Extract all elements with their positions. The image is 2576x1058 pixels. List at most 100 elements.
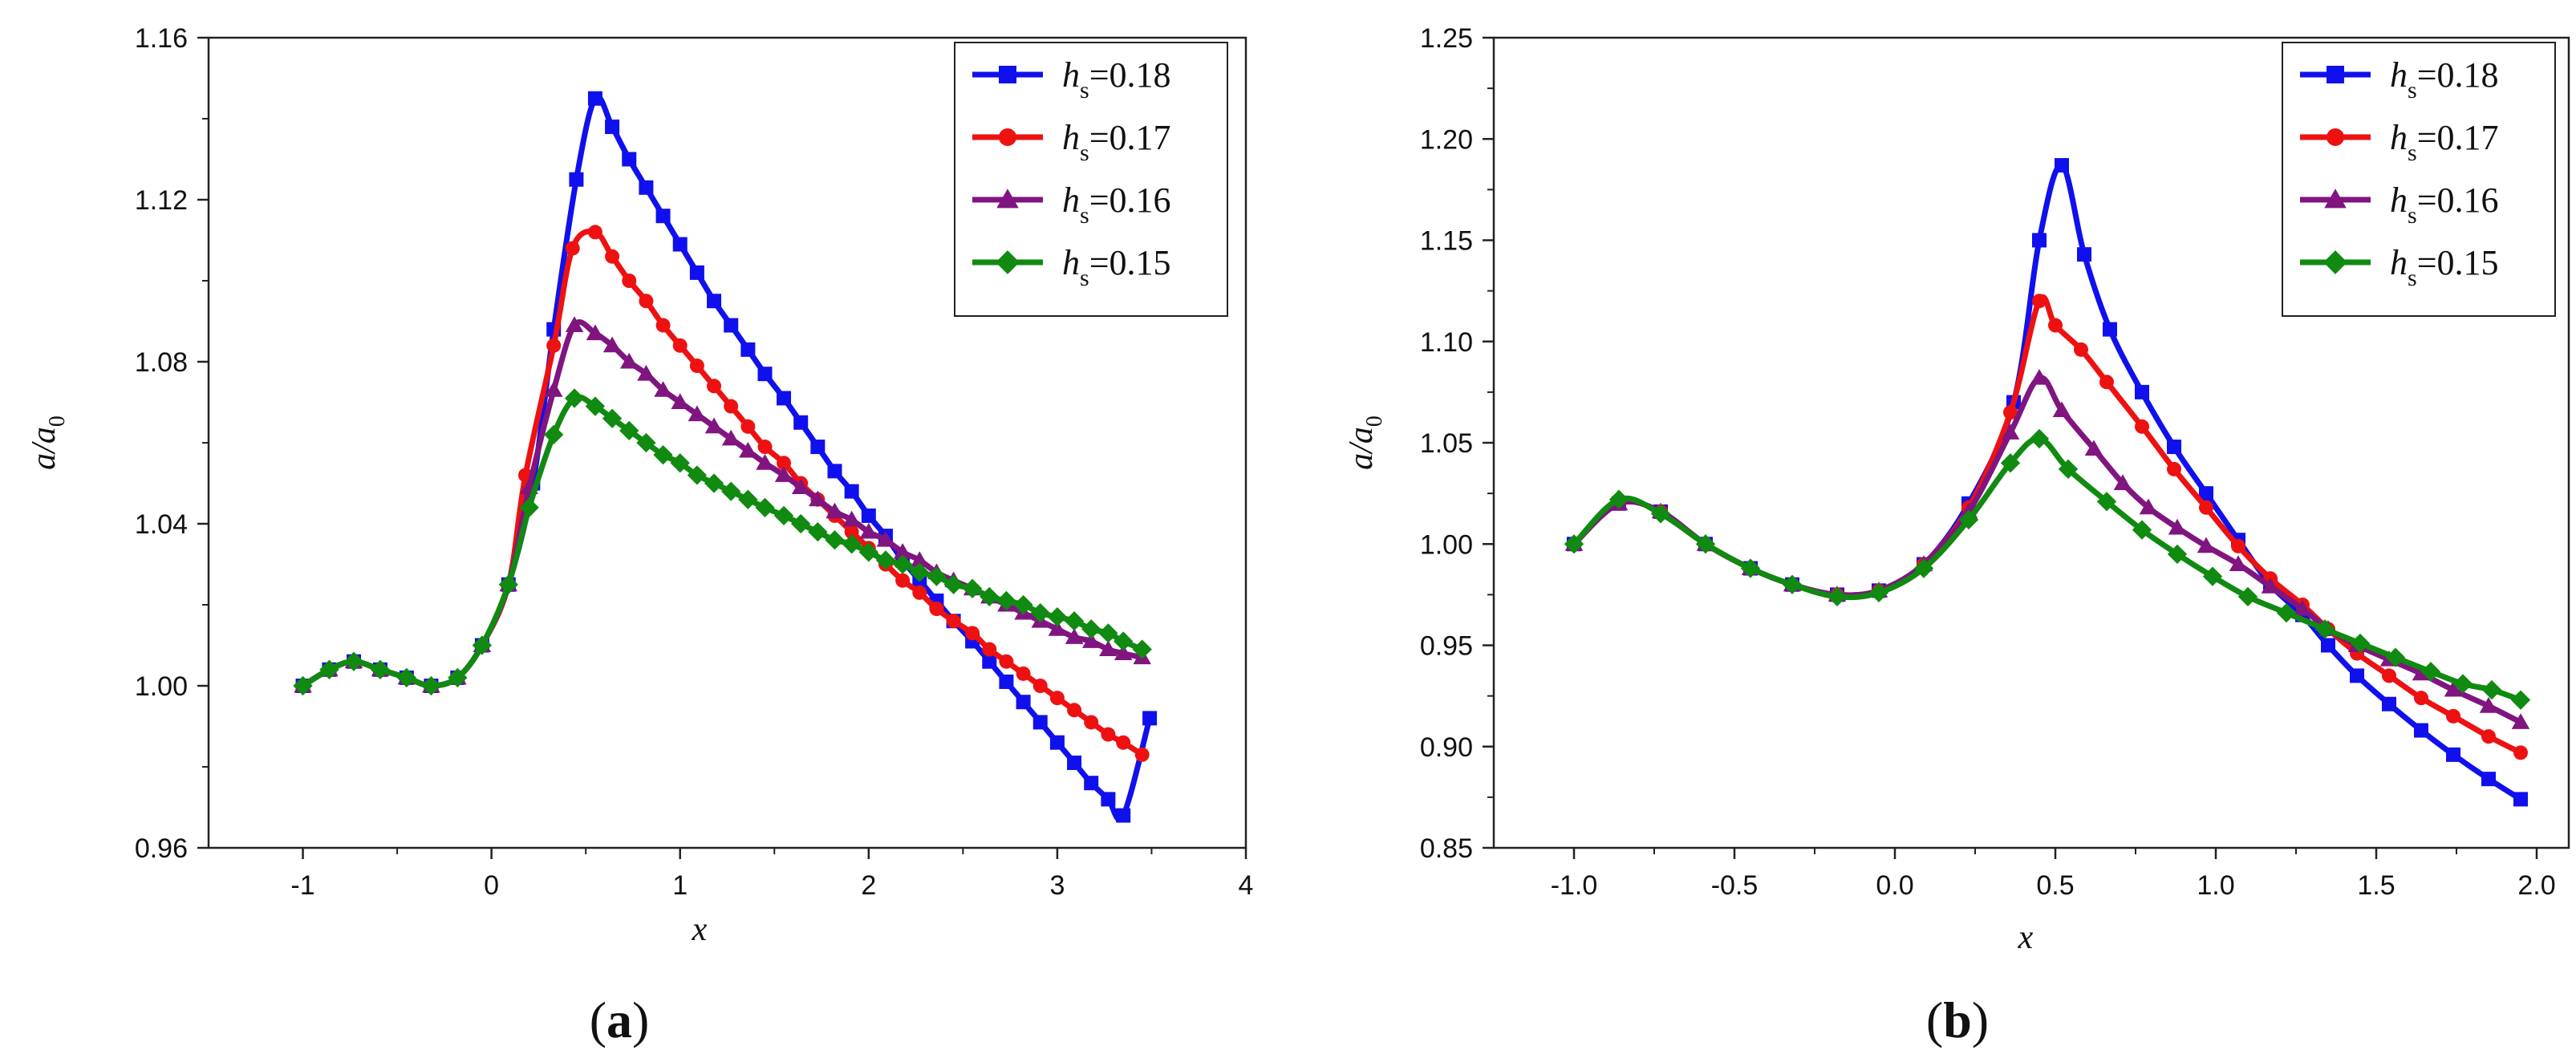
- legend-item: hs=0.17: [2300, 118, 2499, 166]
- x-tick-label: 4: [1239, 870, 1254, 901]
- data-point: [875, 550, 896, 570]
- data-point: [1048, 620, 1067, 636]
- data-point: [825, 530, 845, 550]
- data-point: [2048, 318, 2063, 333]
- data-point: [2032, 294, 2047, 309]
- data-point: [1049, 735, 1065, 750]
- panel-label-a-close: ): [632, 991, 649, 1048]
- data-point: [544, 424, 564, 445]
- data-point: [859, 522, 878, 539]
- data-point: [965, 626, 980, 641]
- data-point: [2000, 453, 2021, 473]
- data-point: [2167, 461, 2181, 476]
- data-point: [999, 654, 1014, 669]
- data-point: [1098, 623, 1118, 643]
- x-tick-label: 0.0: [1876, 870, 1913, 901]
- legend-marker: [996, 250, 1020, 274]
- data-point: [962, 578, 983, 598]
- data-point: [827, 464, 842, 479]
- y-tick-label: 1.05: [1420, 428, 1473, 459]
- data-point: [655, 318, 671, 333]
- legend-item: hs=0.15: [2300, 243, 2499, 291]
- data-point: [2135, 419, 2149, 434]
- data-point: [1116, 735, 1131, 750]
- data-point: [1740, 558, 1761, 578]
- data-point: [2030, 368, 2049, 385]
- data-point: [844, 484, 859, 499]
- data-point: [2074, 342, 2088, 357]
- data-point: [724, 318, 739, 333]
- y-tick-label: 1.20: [1420, 124, 1473, 155]
- x-axis-label-a: x: [692, 911, 708, 948]
- data-point: [544, 381, 563, 397]
- x-tick-label: 3: [1049, 870, 1065, 901]
- data-point: [861, 508, 876, 523]
- data-point: [755, 497, 775, 517]
- data-point: [1084, 715, 1099, 730]
- data-point: [1084, 776, 1099, 791]
- data-point: [689, 265, 704, 280]
- y-tick-label: 1.15: [1420, 226, 1473, 257]
- x-tick-label: 2: [861, 870, 876, 901]
- data-point: [740, 342, 756, 357]
- legend-item: hs=0.15: [972, 243, 1171, 291]
- data-point: [895, 573, 911, 588]
- y-tick-label: 1.10: [1420, 327, 1473, 358]
- series-hs=0.15: [293, 388, 1152, 696]
- data-point: [1081, 619, 1101, 639]
- data-point: [1016, 666, 1031, 681]
- data-point: [982, 654, 997, 669]
- data-point: [2511, 713, 2530, 729]
- legend-label: hs=0.16: [2390, 180, 2499, 229]
- y-axis-label-main-a: a/a: [26, 427, 63, 470]
- data-point: [689, 359, 704, 374]
- data-point: [996, 590, 1016, 611]
- legend-item: hs=0.18: [2300, 55, 2499, 103]
- data-point: [1695, 534, 1716, 554]
- panel-label-b-open: (: [1926, 991, 1943, 1048]
- data-point: [498, 574, 518, 594]
- data-point: [1782, 574, 1803, 594]
- data-point: [2202, 566, 2223, 586]
- data-point: [672, 237, 688, 252]
- data-point: [929, 602, 944, 617]
- data-point: [2444, 680, 2463, 697]
- data-point: [2113, 474, 2132, 490]
- data-point: [2229, 555, 2248, 571]
- data-point: [565, 241, 580, 256]
- panel-label-b-close: ): [1972, 991, 1989, 1048]
- data-point: [980, 586, 1000, 607]
- data-point: [704, 417, 724, 434]
- series-line: [1571, 294, 2524, 756]
- y-tick-label: 0.90: [1420, 732, 1473, 763]
- data-point: [421, 675, 441, 696]
- data-point: [585, 396, 606, 416]
- data-point: [2168, 518, 2187, 535]
- data-point: [892, 554, 913, 574]
- data-point: [639, 294, 654, 309]
- legend-item: hs=0.16: [2300, 180, 2499, 229]
- data-point: [773, 505, 794, 526]
- series-b: [1564, 158, 2531, 807]
- data-point: [2077, 247, 2091, 262]
- legend-label: hs=0.17: [1062, 118, 1171, 166]
- data-point: [2314, 619, 2335, 639]
- data-point: [2167, 440, 2181, 455]
- legend-marker: [996, 188, 1019, 209]
- data-point: [777, 456, 792, 471]
- data-point: [707, 379, 722, 394]
- y-tick-label: 1.00: [135, 671, 188, 702]
- data-point: [2029, 428, 2050, 449]
- data-point: [2446, 708, 2460, 724]
- legend-marker: [2327, 128, 2344, 146]
- data-point: [793, 415, 809, 430]
- y-tick-label: 1.04: [135, 509, 188, 540]
- data-point: [586, 324, 605, 341]
- legend-marker: [999, 66, 1016, 83]
- data-point: [2412, 664, 2431, 681]
- data-point: [605, 120, 620, 135]
- data-point: [2481, 679, 2502, 700]
- series-hs=0.16: [294, 316, 1151, 693]
- legend-label: hs=0.18: [1062, 55, 1171, 103]
- data-point: [2167, 544, 2188, 565]
